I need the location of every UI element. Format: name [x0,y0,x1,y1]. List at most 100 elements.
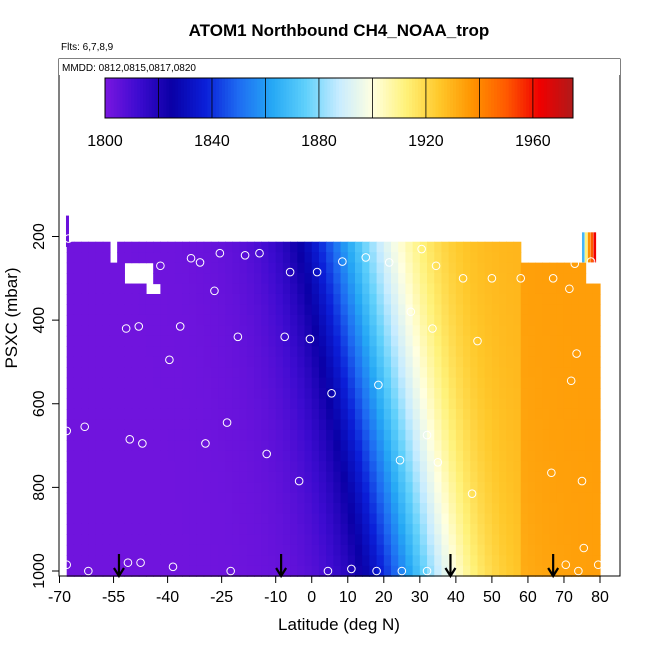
heatmap-cell [261,419,270,431]
heatmap-cell [441,367,450,379]
heatmap-cell [398,335,407,347]
heatmap-cell [167,492,176,504]
heatmap-cell [218,513,226,525]
heatmap-cell [592,523,601,536]
heatmap-cell [282,544,291,556]
colorbar-segment [113,78,118,118]
heatmap-cell [556,513,565,525]
heatmap-cell [182,408,190,421]
heatmap-cell [427,252,435,264]
heatmap-cell [571,335,579,347]
heatmap-cell [391,262,399,274]
heatmap-cell [246,356,255,368]
heatmap-cell [326,388,334,400]
heatmap-cell [268,471,277,483]
heatmap-cell [81,377,89,389]
heatmap-cell [470,293,479,306]
heatmap-cell [138,356,147,368]
colorbar-segment [397,78,401,118]
colorbar-segment [356,78,360,118]
heatmap-cell [182,377,190,389]
heatmap-cell [109,314,118,326]
colorbar-segment [298,78,302,118]
heatmap-cell [434,492,443,504]
heatmap-cell [513,482,522,494]
heatmap-cell [506,325,515,337]
heatmap-cell [405,304,414,316]
heatmap-cell [463,492,471,504]
heatmap-cell [88,408,97,421]
heatmap-cell [326,429,334,441]
heatmap-cell [535,440,543,452]
heatmap-cell [239,262,248,274]
heatmap-cell [326,398,334,410]
heatmap-cell [239,335,248,347]
heatmap-cell [369,283,378,295]
heatmap-cell [340,356,349,368]
sample-point [428,324,437,333]
heatmap-cell [398,492,407,504]
heatmap-cell [412,565,421,577]
heatmap-cell [210,262,219,274]
heatmap-cell [448,273,457,285]
heatmap-cell [109,273,118,285]
heatmap-cell [499,356,507,368]
colorbar-tick-label: 1920 [408,133,444,150]
heatmap-cell [311,346,320,358]
heatmap-cell [304,471,313,483]
heatmap-cell [499,492,507,504]
heatmap-cell [196,325,205,337]
heatmap-cell [210,503,219,515]
heatmap-cell [448,252,457,264]
heatmap-cell [491,388,500,400]
heatmap-cell [549,492,558,504]
heatmap-cell [167,513,176,525]
heatmap-cell [362,419,370,431]
heatmap-cell [376,335,385,347]
heatmap-cell [455,544,464,556]
heatmap-cell [362,283,370,295]
heatmap-cell [174,377,183,389]
heatmap-cell [131,544,140,556]
heatmap-cell [167,398,176,410]
heatmap-cell [578,408,587,421]
heatmap-cell [95,325,104,337]
sample-point [577,476,587,486]
heatmap-cell [88,252,97,264]
heatmap-cell [362,534,370,546]
heatmap-cell [131,471,140,483]
sample-point [548,274,558,283]
heatmap-cell [297,461,306,473]
heatmap-cell [189,241,198,253]
heatmap-cell [383,273,392,285]
heatmap-cell [441,356,450,368]
heatmap-cell [376,419,385,431]
heatmap-cell [463,293,471,306]
heatmap-cell [282,335,291,347]
heatmap-cell [102,367,111,379]
heatmap-cell [203,513,212,525]
heatmap-cell [145,555,154,567]
heatmap-cell [304,367,313,379]
heatmap-cell [182,534,190,546]
heatmap-cell [405,377,414,389]
heatmap-cell [318,273,327,285]
heatmap-cell [153,565,161,577]
sample-point [165,355,174,365]
heatmap-cell [73,314,82,326]
heatmap-cell [484,565,493,577]
heatmap-cell [109,346,118,358]
heatmap-cell [592,513,601,525]
heatmap-cell [95,450,104,462]
sample-point [574,566,583,576]
heatmap-cell [138,325,147,337]
heatmap-cell [354,471,363,483]
heatmap-cell [218,388,226,400]
heatmap-cell [124,492,133,504]
heatmap-cell [477,273,486,285]
heatmap-cell [427,388,435,400]
heatmap-cell [182,262,190,274]
heatmap-cell [383,419,392,431]
heatmap-cell [491,398,500,410]
